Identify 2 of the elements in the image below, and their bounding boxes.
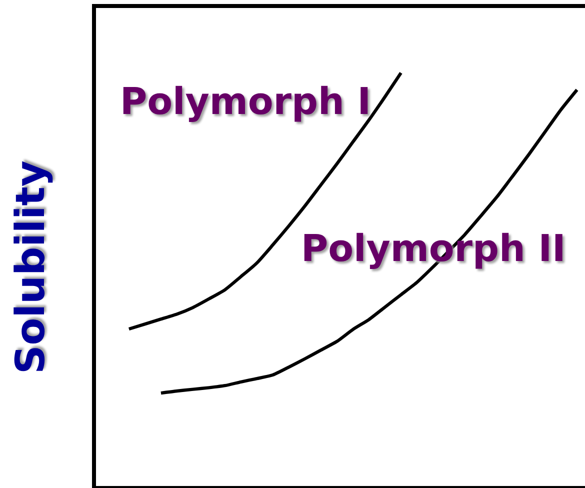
y-axis-title: Solubility [8,160,54,374]
series-label: Polymorph I [120,80,372,123]
